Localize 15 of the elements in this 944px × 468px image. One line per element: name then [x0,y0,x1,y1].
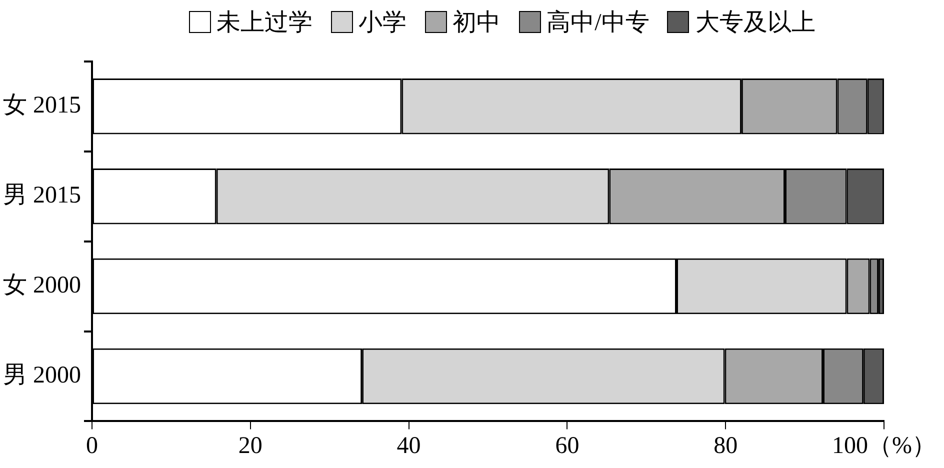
legend-label: 小学 [358,9,407,38]
x-tick-label: 40 [396,432,421,459]
legend-label: 初中 [452,8,501,38]
legend-label: 大专及以上 [695,9,816,38]
x-tick-label: 80 [714,432,738,459]
x-tick-label: 100（%） [832,432,936,459]
legend-label: 高中/中专 [546,8,650,38]
x-tick-label: 60 [555,432,580,459]
x-tick-label: 20 [238,432,262,459]
x-tick-label: 0 [86,432,98,459]
y-tick-label: 女 2000 [3,272,81,299]
y-tick-label: 女 2015 [3,92,81,119]
series-label: 未上过学 [216,9,313,38]
y-tick-label: 男 2015 [3,182,81,209]
y-tick-label: 男 2000 [3,362,81,389]
